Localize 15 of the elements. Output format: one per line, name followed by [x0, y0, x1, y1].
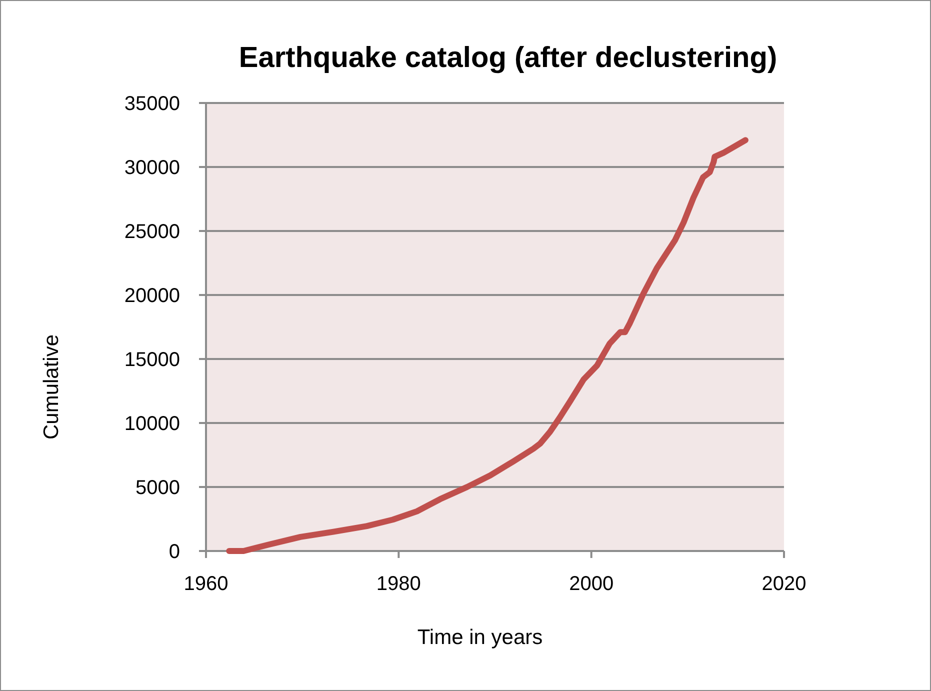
x-tick-label: 1980: [376, 573, 421, 595]
y-tick-label: 20000: [124, 285, 180, 307]
chart-title: Earthquake catalog (after declustering): [238, 42, 778, 74]
x-tick-label: 2000: [569, 573, 614, 595]
y-tick-label: 15000: [124, 349, 180, 371]
y-tick-label: 30000: [124, 157, 180, 179]
y-tick-label: 5000: [136, 477, 180, 499]
y-tick-label: 0: [168, 541, 180, 563]
x-axis-title: Time in years: [417, 626, 543, 649]
y-tick-label: 10000: [124, 413, 180, 435]
y-axis-title: Cumulative: [40, 334, 63, 440]
y-tick-label: 35000: [124, 93, 180, 115]
y-tick-label: 25000: [124, 221, 180, 243]
x-tick-label: 2020: [762, 573, 806, 595]
x-tick-label: 1960: [184, 573, 228, 595]
